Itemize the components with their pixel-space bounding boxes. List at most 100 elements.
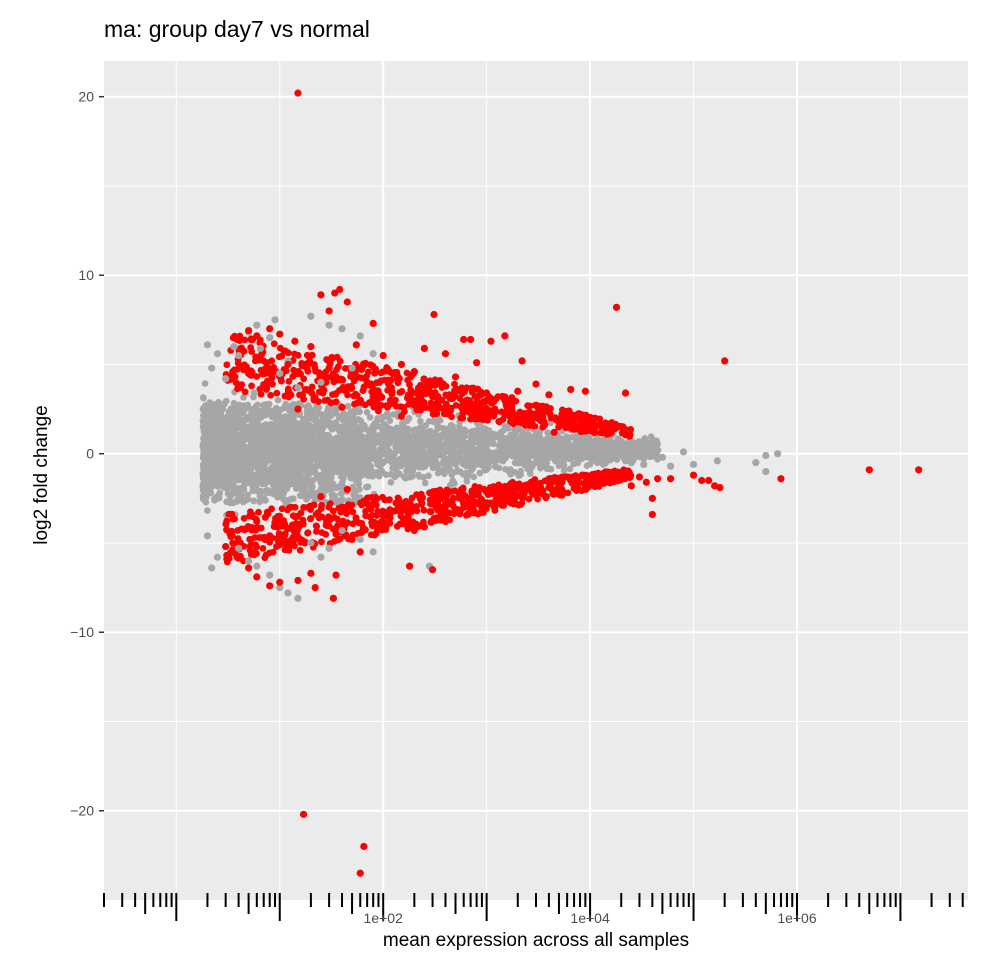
gray-point [434, 463, 441, 471]
gray-point [411, 426, 419, 433]
gray-point [506, 434, 513, 441]
gray-point [435, 423, 442, 431]
red-point-band [222, 332, 635, 566]
gray-point [525, 451, 532, 458]
red-data-point [536, 487, 544, 495]
gray-point [537, 464, 544, 472]
gray-point [263, 440, 270, 447]
gray-point [201, 380, 209, 387]
gray-point [345, 465, 352, 473]
gray-point [337, 473, 345, 480]
gray-point [221, 482, 228, 490]
gray-point [337, 490, 345, 497]
gray-point [257, 413, 265, 421]
gray-point [278, 465, 286, 472]
gray-point [256, 497, 264, 504]
red-data-point [356, 869, 364, 877]
red-data-point [332, 571, 340, 579]
red-point [327, 373, 335, 381]
gray-point [308, 483, 316, 491]
gray-point [393, 437, 400, 444]
gray-data-point [266, 334, 274, 342]
red-point [308, 383, 316, 391]
red-data-point [307, 569, 315, 577]
red-data-point [689, 471, 698, 479]
gray-data-point [762, 451, 770, 460]
gray-point [425, 472, 432, 480]
red-point [253, 550, 260, 557]
red-point [276, 512, 284, 520]
red-point [310, 361, 318, 368]
red-point [368, 511, 376, 519]
red-point [468, 487, 476, 495]
x-rug-ticks [103, 893, 964, 921]
gray-point [417, 417, 424, 425]
gray-point [279, 443, 287, 451]
gray-point [296, 443, 304, 451]
y-tick-label: 0 [86, 446, 94, 462]
red-point [420, 400, 428, 408]
gray-point [517, 471, 524, 479]
gray-point [244, 447, 251, 455]
gray-data-point [586, 442, 594, 451]
gray-point [311, 452, 319, 460]
red-point [404, 511, 412, 519]
gray-point [224, 490, 232, 498]
red-point [543, 492, 550, 500]
gray-data-point [294, 594, 302, 602]
red-point [263, 508, 271, 516]
red-point [271, 519, 279, 527]
gray-point [200, 483, 208, 491]
red-data-point [467, 501, 475, 510]
red-point [233, 336, 241, 343]
red-point [303, 351, 311, 359]
red-point [262, 386, 270, 393]
gray-point [387, 471, 394, 478]
red-point [517, 492, 525, 500]
gray-point [384, 410, 391, 417]
red-point [573, 487, 580, 494]
gray-point [216, 489, 224, 497]
red-point [234, 535, 242, 542]
gray-point [322, 453, 330, 460]
gray-point [220, 400, 228, 408]
red-point [241, 388, 249, 396]
red-point [394, 372, 401, 380]
red-point [281, 531, 289, 539]
x-tick-label: 1e+02 [364, 910, 404, 926]
gray-point [641, 434, 649, 442]
red-point [364, 500, 371, 508]
gray-point [206, 445, 214, 453]
red-point [508, 394, 516, 401]
gray-point [590, 438, 598, 445]
red-point [267, 391, 275, 399]
gray-point [315, 445, 323, 453]
gray-point [404, 417, 411, 425]
gray-point [434, 469, 442, 477]
red-point [426, 489, 433, 497]
red-point [297, 538, 304, 546]
red-data-point [379, 351, 387, 360]
red-point [325, 522, 333, 530]
red-point [475, 391, 483, 399]
red-point [298, 359, 306, 367]
red-point [372, 501, 380, 509]
red-data-point [276, 578, 284, 586]
red-data-point [501, 396, 509, 404]
red-point [388, 399, 396, 407]
gray-point [353, 475, 361, 483]
gray-point [421, 458, 428, 466]
red-point [255, 508, 262, 516]
red-point [427, 518, 435, 526]
gray-point [383, 423, 391, 430]
red-point [490, 483, 498, 490]
red-data-point [435, 403, 444, 411]
red-data-point [307, 343, 315, 351]
gray-data-point [369, 548, 377, 556]
gray-point [261, 432, 269, 440]
red-point [240, 514, 248, 522]
gray-point [234, 439, 242, 447]
red-point [398, 388, 406, 395]
gray-point [324, 432, 332, 440]
gray-data-point [666, 462, 675, 470]
